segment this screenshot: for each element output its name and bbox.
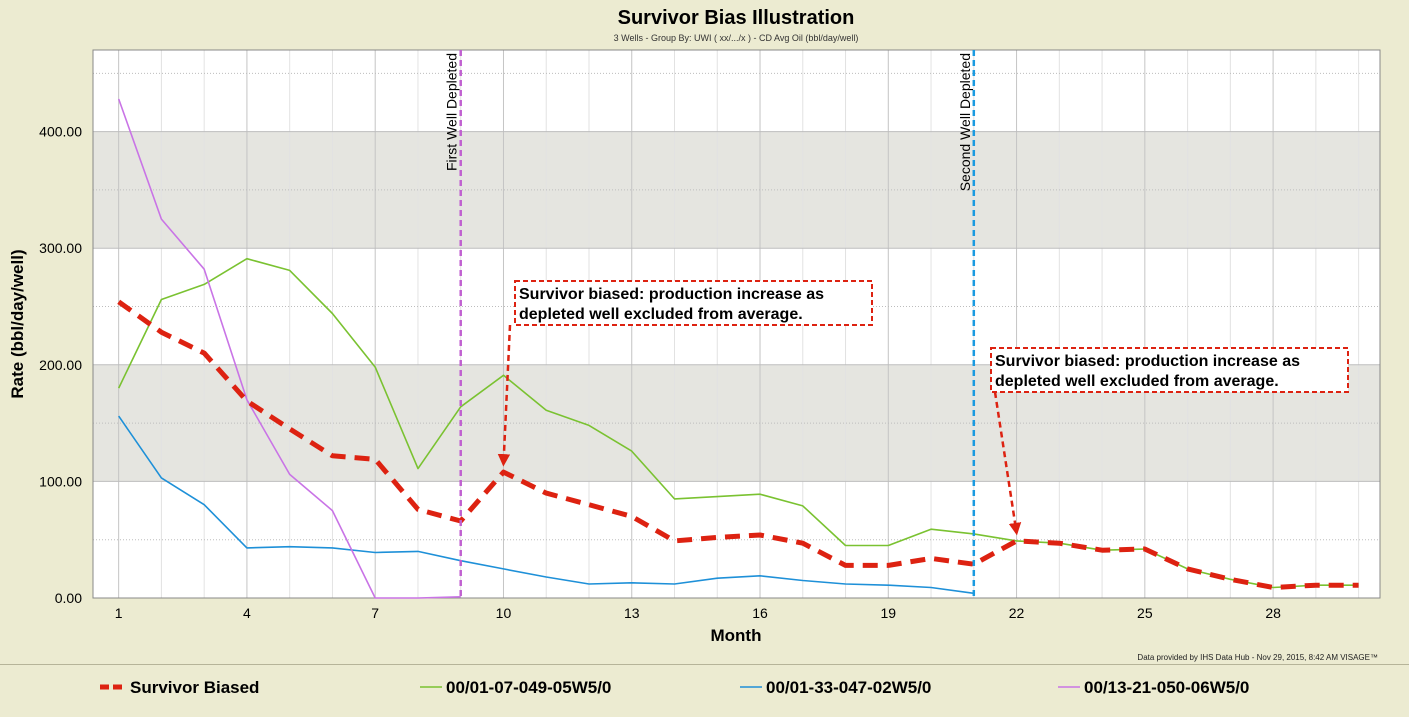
chart-subtitle: 3 Wells - Group By: UWI ( xx/.../x ) - C… (614, 33, 859, 43)
legend: Survivor Biased 00/01-07-049-05W5/0 00/01-… (0, 664, 1409, 712)
annotation-box (990, 347, 1349, 393)
shaded-band-1 (93, 131, 1380, 249)
chart-svg: Survivor Bias Illustration 3 Wells - Gro… (8, 7, 1381, 662)
y-tick-label: 300.00 (39, 240, 82, 256)
legend-item-3: 00/01-33-047-02W5/0 (740, 678, 931, 697)
x-tick-label: 25 (1137, 605, 1153, 621)
y-tick-label: 200.00 (39, 357, 82, 373)
y-tick-label: 0.00 (55, 590, 82, 606)
annotation-line-2: depleted well excluded from average. (995, 373, 1279, 390)
legend-label: 00/01-07-049-05W5/0 (446, 678, 611, 697)
x-tick-label: 4 (243, 605, 251, 621)
series-line-00-01-33-047-02w5-0 (118, 415, 974, 595)
x-tick-label: 1 (115, 605, 123, 621)
depletion-label-1: First Well Depleted (444, 53, 460, 171)
annotation-2: Survivor biased: production increase as d… (990, 347, 1349, 536)
x-tick-label: 22 (1009, 605, 1025, 621)
annotation-arrow (497, 324, 512, 467)
legend-label: 00/01-33-047-02W5/0 (766, 678, 931, 697)
x-tick-label: 16 (752, 605, 768, 621)
series-layer (117, 98, 1359, 599)
legend-svg: Survivor Biased 00/01-07-049-05W5/0 00/01-… (100, 678, 1249, 697)
legend-item-1: Survivor Biased (100, 678, 259, 697)
chart-title: Survivor Bias Illustration (618, 7, 855, 29)
y-tick-label: 100.00 (39, 473, 82, 489)
legend-label: 00/13-21-050-06W5/0 (1084, 678, 1249, 697)
tick-labels: 1 4 7 10 13 16 19 22 25 28 0.00 100.00 200.00 300.00 4… (39, 124, 1281, 621)
x-tick-label: 10 (496, 605, 512, 621)
x-tick-label: 13 (624, 605, 640, 621)
annotation-arrow (993, 391, 1022, 536)
x-axis-label: Month (711, 626, 762, 645)
x-tick-label: 28 (1265, 605, 1281, 621)
annotation-box (514, 280, 873, 326)
data-credit: Data provided by IHS Data Hub - Nov 29, … (1137, 653, 1378, 662)
y-axis-label: Rate (bbl/day/well) (8, 249, 27, 398)
annotation-line-1: Survivor biased: production increase as (995, 353, 1300, 370)
x-tick-label: 19 (881, 605, 897, 621)
plot-frame (92, 49, 1381, 599)
depletion-lines: First Well Depleted Second Well Depleted (444, 50, 976, 598)
x-tick-label: 7 (371, 605, 379, 621)
legend-item-2: 00/01-07-049-05W5/0 (420, 678, 611, 697)
depletion-label-2: Second Well Depleted (957, 53, 973, 191)
legend-label: Survivor Biased (130, 678, 259, 697)
shaded-bands (93, 131, 1380, 482)
annotation-line-2: depleted well excluded from average. (519, 306, 803, 323)
series-line-survivor-biased (117, 299, 1359, 590)
annotations: Survivor biased: production increase as d… (497, 280, 1349, 536)
annotation-1: Survivor biased: production increase as d… (497, 280, 873, 467)
legend-item-4: 00/13-21-050-06W5/0 (1058, 678, 1249, 697)
axes (92, 49, 1381, 599)
series-line-00-13-21-050-06w5-0 (117, 98, 461, 599)
annotation-line-1: Survivor biased: production increase as (519, 286, 824, 303)
y-tick-label: 400.00 (39, 124, 82, 140)
